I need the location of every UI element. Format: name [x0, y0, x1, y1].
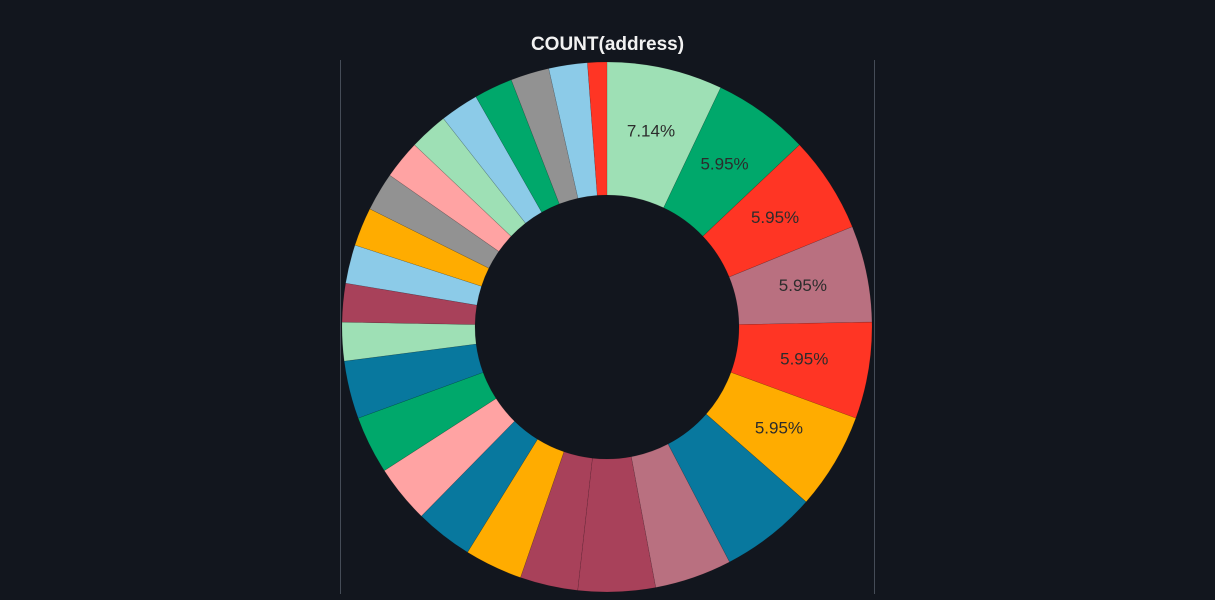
slice-label-0: 7.14% — [627, 121, 675, 140]
pie-slice-22[interactable] — [442, 96, 543, 224]
pie-slice-23[interactable] — [475, 79, 560, 213]
pie-slice-3[interactable] — [728, 226, 873, 325]
pie-slice-17[interactable] — [345, 244, 482, 306]
slice-label-3: 5.95% — [779, 276, 827, 295]
pie-slice-6[interactable] — [667, 413, 807, 563]
pie-slice-15[interactable] — [341, 321, 477, 362]
pie-slice-2[interactable] — [702, 144, 853, 278]
right-divider — [874, 60, 875, 594]
pie-slice-8[interactable] — [577, 456, 657, 593]
pie-slice-20[interactable] — [389, 144, 512, 252]
slices-group — [341, 61, 873, 593]
pie-slice-19[interactable] — [369, 174, 500, 269]
pie-slice-1[interactable] — [663, 87, 800, 237]
slice-label-5: 5.95% — [755, 419, 803, 438]
pie-slice-26[interactable] — [587, 61, 608, 196]
pie-slice-10[interactable] — [467, 438, 565, 578]
labels-group: 7.14% 5.95% 5.95% 5.95% 5.95% 5.95% — [627, 121, 828, 437]
pie-slice-21[interactable] — [414, 118, 526, 237]
slice-label-1: 5.95% — [700, 155, 748, 174]
pie-slice-4[interactable] — [730, 321, 873, 419]
pie-slice-24[interactable] — [510, 68, 579, 205]
slice-label-2: 5.95% — [751, 208, 799, 227]
pie-slice-16[interactable] — [341, 282, 478, 325]
chart-title: COUNT(address) — [530, 34, 685, 55]
left-divider — [340, 60, 341, 594]
pie-slice-11[interactable] — [420, 420, 538, 553]
pie-slice-12[interactable] — [383, 398, 515, 517]
pie-slice-5[interactable] — [705, 372, 857, 503]
pie-slice-18[interactable] — [354, 208, 490, 287]
pie-slice-14[interactable] — [343, 343, 484, 419]
pie-slice-25[interactable] — [548, 62, 598, 199]
slice-label-4: 5.95% — [780, 350, 828, 369]
pie-slice-7[interactable] — [630, 443, 730, 588]
